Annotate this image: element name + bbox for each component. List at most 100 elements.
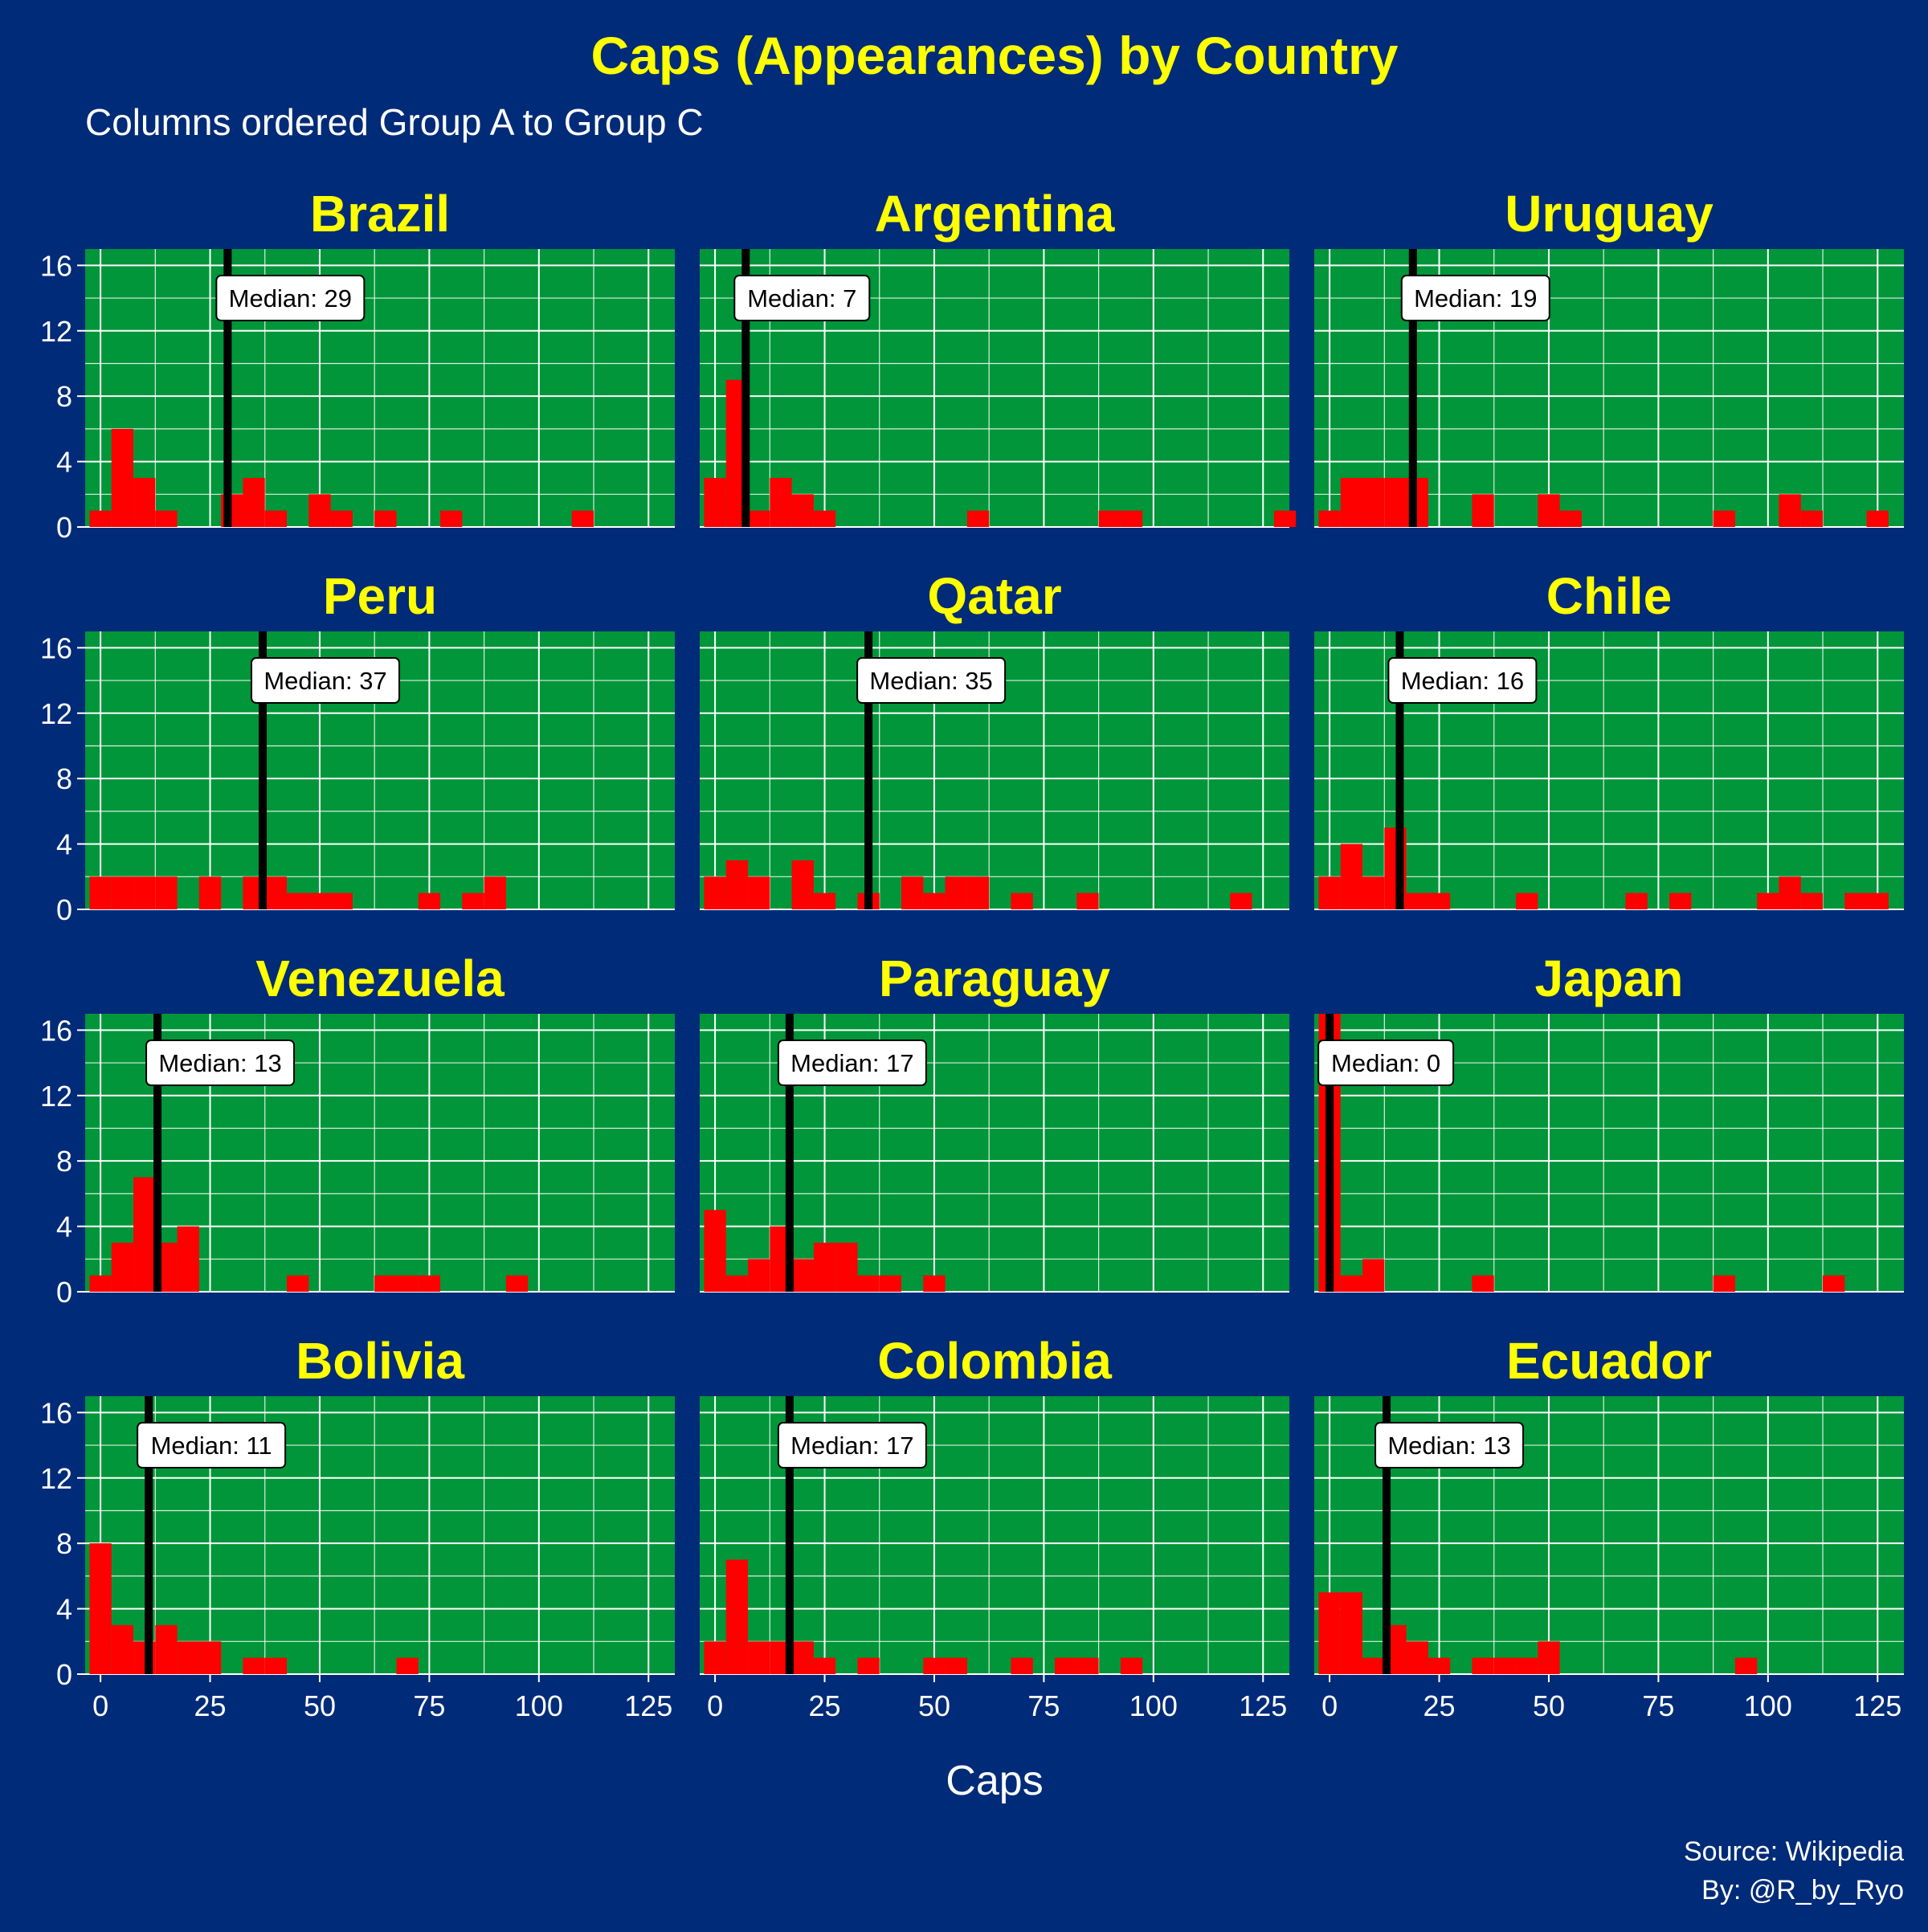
histogram-bar	[1493, 1657, 1517, 1674]
histogram-bar	[857, 1275, 880, 1292]
histogram-bar	[111, 1242, 134, 1292]
histogram-bar	[1384, 477, 1407, 527]
facet-title: Brazil	[310, 185, 450, 243]
x-tick-label: 125	[1853, 1689, 1901, 1722]
histogram-bar	[440, 510, 463, 527]
median-label-box	[1375, 1422, 1525, 1469]
histogram-bar	[945, 1657, 967, 1674]
histogram-bar	[725, 860, 749, 909]
y-tick-label: 4	[56, 1593, 72, 1626]
histogram-bar	[1472, 494, 1494, 527]
median-label-box	[1387, 657, 1538, 705]
facet-qatar: Qatar Median: 35	[700, 567, 1289, 910]
x-tick-label: 75	[1027, 1689, 1060, 1722]
histogram-bar	[1120, 1657, 1143, 1674]
histogram-bar	[462, 892, 484, 909]
x-tick-label: 25	[194, 1689, 227, 1722]
facet-chile: Chile Median: 16	[1314, 567, 1904, 910]
median-label: Median: 0	[1331, 1049, 1440, 1077]
y-tick-label: 8	[56, 1145, 72, 1178]
median-label: Median: 19	[1414, 284, 1537, 312]
y-tick-label: 12	[40, 1462, 72, 1495]
histogram-bar	[505, 1275, 529, 1292]
facet-colombia: Colombia Median: 17 0 25 50 75 100 125	[700, 1332, 1289, 1722]
facet-title: Chile	[1546, 567, 1672, 625]
histogram-bar	[111, 876, 134, 909]
histogram-bar	[418, 892, 441, 909]
histogram-bar	[308, 892, 331, 909]
y-tick-label: 8	[56, 762, 72, 795]
x-tick-label: 75	[1642, 1689, 1674, 1722]
histogram-bar	[1538, 1641, 1560, 1674]
y-tick-label: 0	[56, 1658, 72, 1691]
median-label-box	[251, 657, 401, 705]
histogram-bar	[111, 1624, 134, 1674]
histogram-bar	[1340, 1592, 1363, 1674]
histogram-bar	[704, 1210, 726, 1292]
histogram-bar	[155, 1624, 178, 1674]
median-label: Median: 7	[747, 284, 856, 312]
facet-japan: Japan Median: 0	[1314, 950, 1904, 1293]
histogram-bar	[1538, 494, 1560, 527]
facet-title: Uruguay	[1505, 185, 1714, 243]
median-label-box	[733, 275, 871, 322]
histogram-bar	[945, 876, 967, 909]
histogram-bar	[835, 1242, 858, 1292]
histogram-bar	[1713, 1275, 1735, 1292]
histogram-bar	[791, 494, 814, 527]
histogram-bar	[264, 876, 288, 909]
median-label-box	[777, 1040, 927, 1087]
histogram-bar	[1318, 876, 1341, 909]
median-label: Median: 13	[158, 1049, 281, 1077]
x-tick-label: 25	[809, 1689, 841, 1722]
histogram-bar	[1428, 892, 1451, 909]
histogram-bar	[1779, 876, 1801, 909]
histogram-bar	[418, 1275, 441, 1292]
histogram-bar	[1669, 892, 1692, 909]
x-tick-label: 100	[1744, 1689, 1792, 1722]
y-tick-label: 0	[56, 1276, 72, 1309]
histogram-bar	[791, 1259, 814, 1292]
x-tick-label: 0	[92, 1689, 108, 1722]
panel-background	[85, 249, 675, 527]
histogram-bar	[243, 477, 265, 527]
median-label-box	[856, 657, 1007, 705]
histogram-bar	[287, 1275, 309, 1292]
histogram-bar	[704, 477, 726, 527]
y-tick-label: 16	[40, 249, 72, 282]
histogram-bar	[1055, 1657, 1077, 1674]
histogram-bar	[748, 510, 770, 527]
y-tick-label: 12	[40, 315, 72, 348]
y-tick-label: 0	[56, 893, 72, 926]
caption-source: Source: Wikipedia	[1684, 1836, 1904, 1867]
histogram-bar	[1011, 1657, 1033, 1674]
median-label: Median: 17	[790, 1432, 913, 1460]
histogram-bar	[1516, 892, 1538, 909]
chart-subtitle: Columns ordered Group A to Group C	[85, 101, 704, 143]
y-tick-label: 12	[40, 1080, 72, 1113]
histogram-bar	[1844, 892, 1867, 909]
facet-brazil: Brazil Median: 29 0 4 8 12 16	[40, 185, 675, 544]
histogram-bar	[155, 510, 178, 527]
facet-title: Paraguay	[879, 950, 1111, 1007]
facet-title: Peru	[323, 567, 437, 625]
histogram-bar	[770, 477, 792, 527]
histogram-bar	[571, 510, 594, 527]
facet-panels: Brazil Median: 29 0 4 8 12 16 Argentina Median: …	[40, 185, 1904, 1722]
histogram-bar	[1362, 876, 1385, 909]
histogram-bar	[308, 494, 331, 527]
histogram-bar	[133, 876, 156, 909]
histogram-bar	[374, 510, 397, 527]
histogram-bar	[1076, 1657, 1099, 1674]
y-tick-label: 0	[56, 511, 72, 544]
histogram-bar	[966, 876, 990, 909]
median-label: Median: 35	[869, 667, 992, 695]
x-tick-label: 75	[413, 1689, 445, 1722]
facet-title: Venezuela	[255, 950, 504, 1007]
histogram-bar	[198, 1641, 222, 1674]
facet-title: Bolivia	[296, 1332, 464, 1390]
histogram-bar	[879, 1275, 902, 1292]
histogram-bar	[725, 1559, 749, 1674]
histogram-bar	[1011, 892, 1033, 909]
histogram-bar	[396, 1657, 419, 1674]
